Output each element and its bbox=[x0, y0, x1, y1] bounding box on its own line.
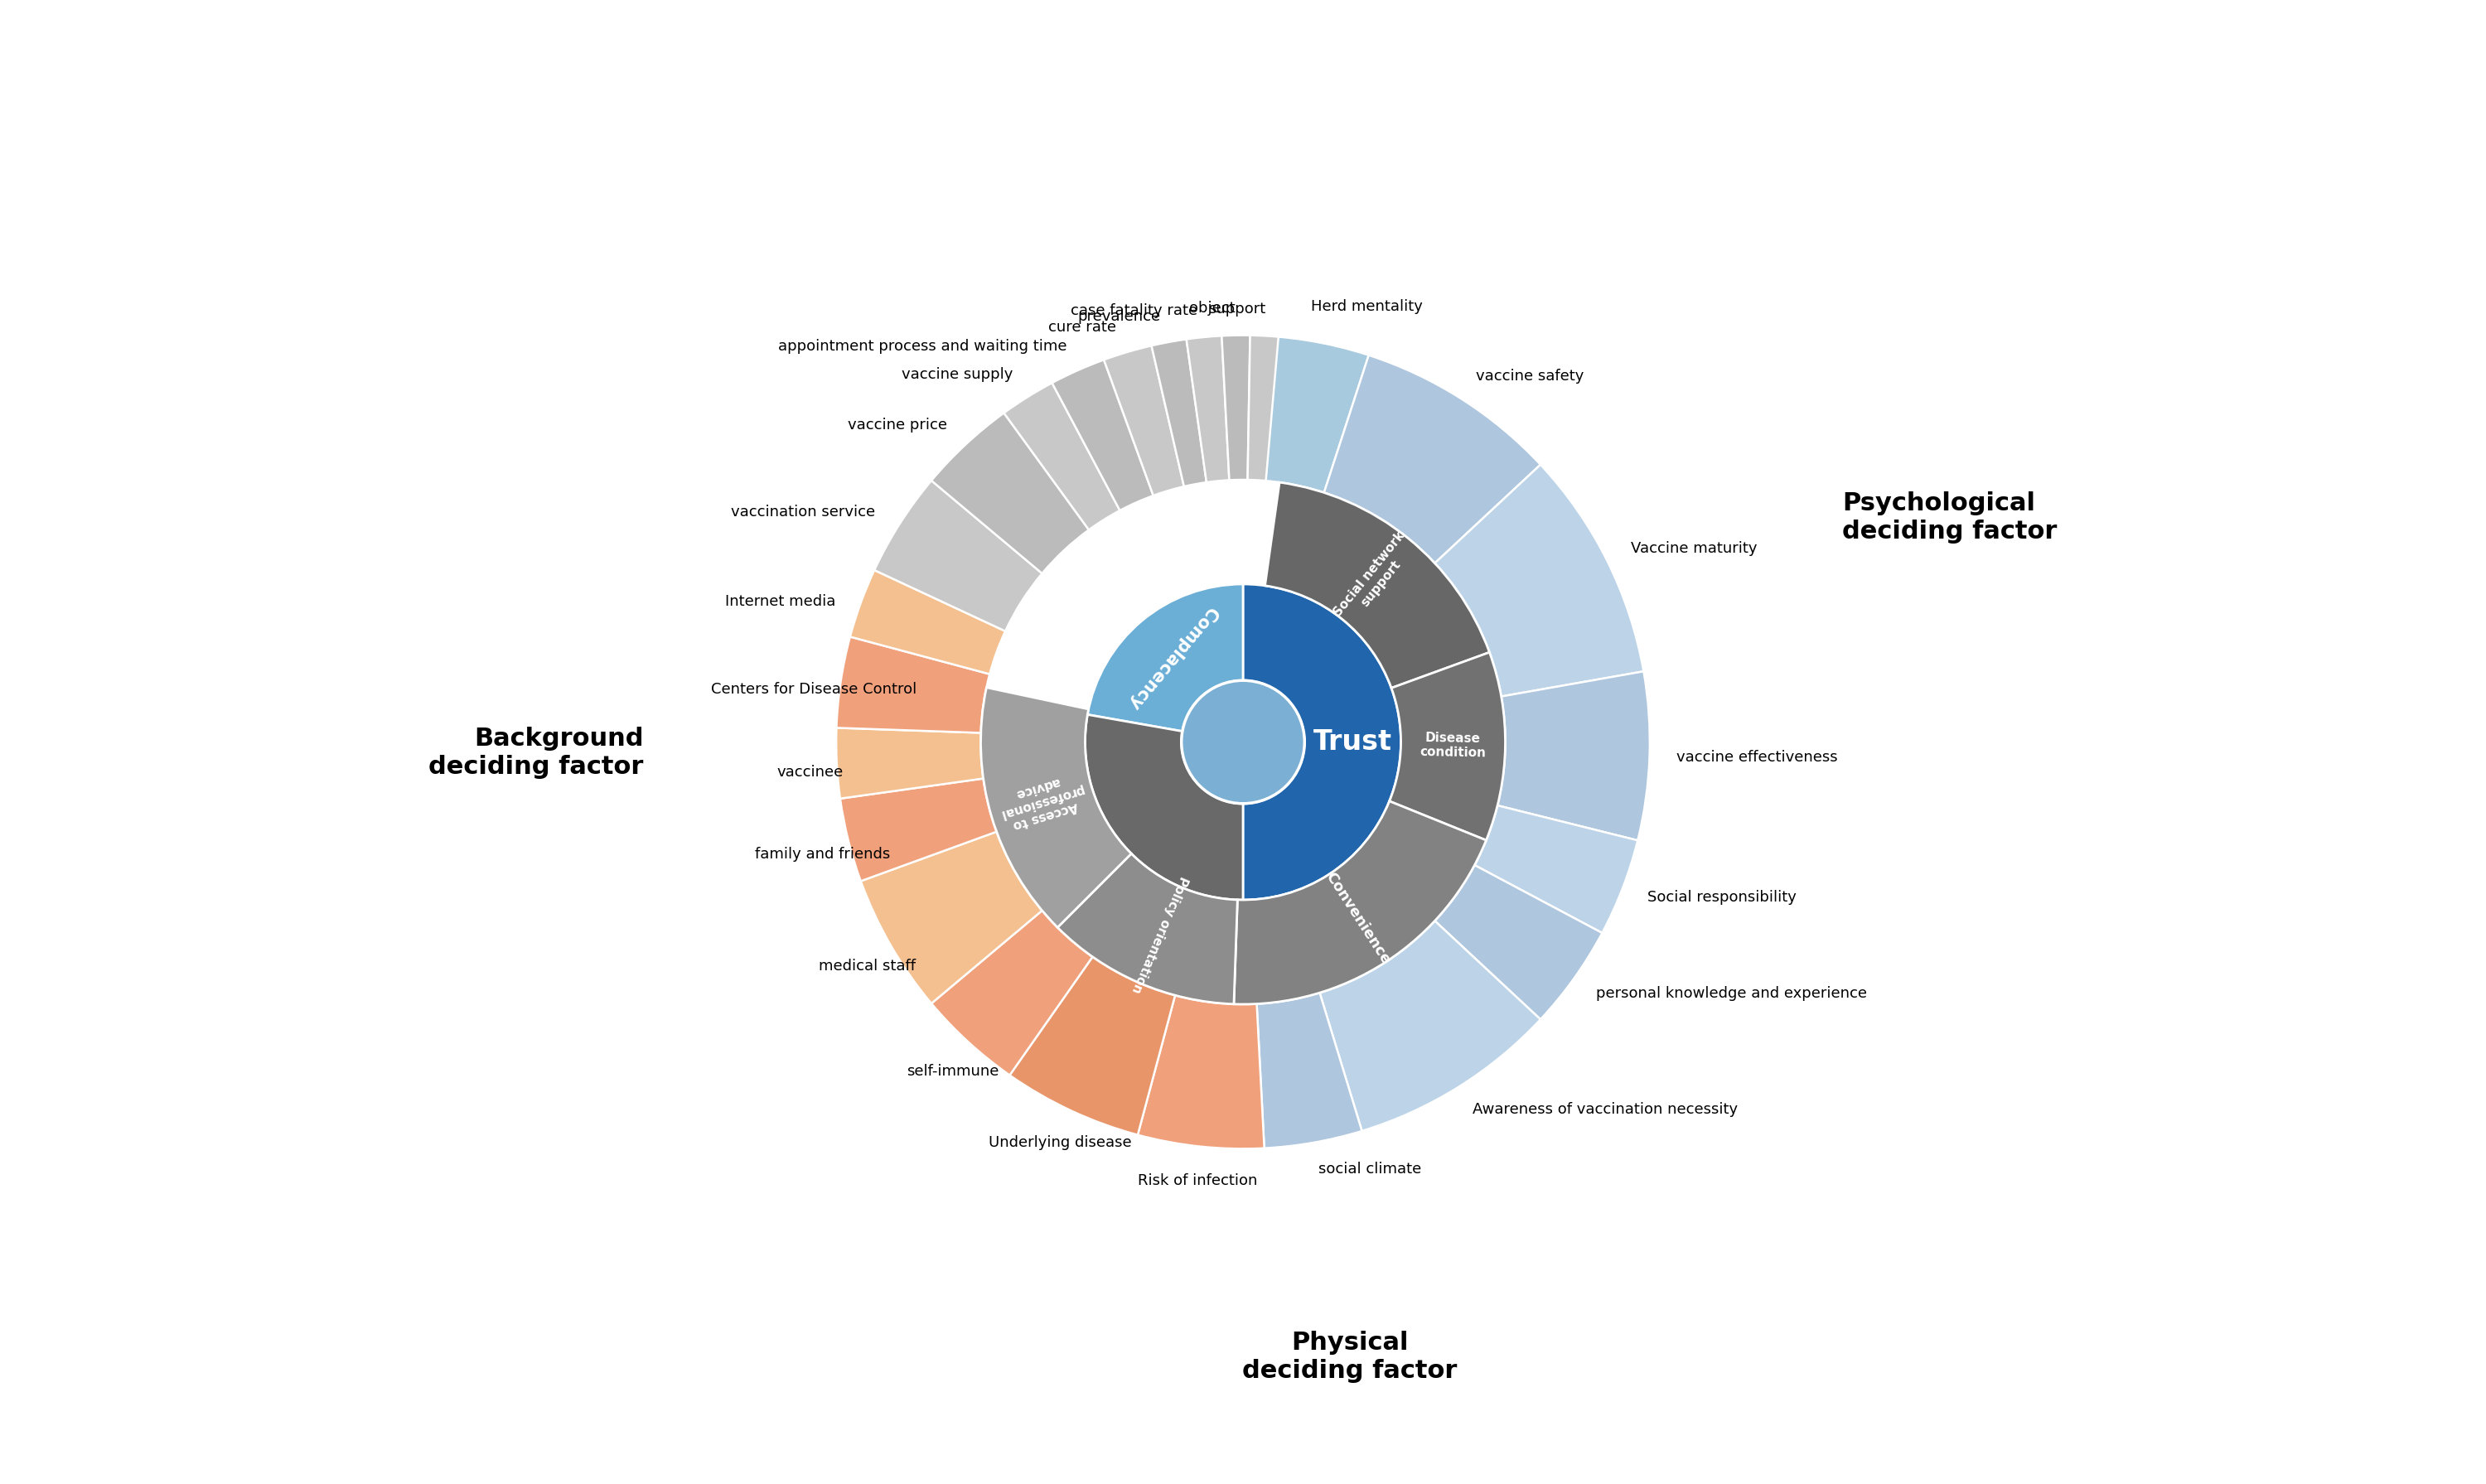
Text: cure rate: cure rate bbox=[1049, 321, 1116, 335]
Text: Awareness of vaccination necessity: Awareness of vaccination necessity bbox=[1472, 1103, 1738, 1117]
Wedge shape bbox=[1325, 355, 1541, 562]
Wedge shape bbox=[835, 727, 984, 798]
Text: medical staff: medical staff bbox=[818, 959, 915, 974]
Text: object: object bbox=[1188, 301, 1236, 316]
Text: Centers for Disease Control: Centers for Disease Control bbox=[711, 681, 917, 696]
Wedge shape bbox=[1009, 957, 1176, 1135]
Text: Herd mentality: Herd mentality bbox=[1310, 298, 1422, 313]
Text: Social network
support: Social network support bbox=[1332, 530, 1420, 628]
Wedge shape bbox=[1151, 340, 1206, 487]
Text: social climate: social climate bbox=[1318, 1162, 1422, 1177]
Wedge shape bbox=[982, 687, 1131, 928]
Text: Physical
deciding factor: Physical deciding factor bbox=[1243, 1331, 1457, 1383]
Text: Disease
condition: Disease condition bbox=[1420, 732, 1487, 760]
Wedge shape bbox=[1434, 865, 1601, 1020]
Text: Internet media: Internet media bbox=[726, 594, 835, 608]
Text: Social responsibility: Social responsibility bbox=[1648, 890, 1797, 905]
Wedge shape bbox=[1243, 335, 1370, 493]
Wedge shape bbox=[875, 481, 1042, 631]
Circle shape bbox=[1181, 681, 1305, 803]
Wedge shape bbox=[850, 570, 1004, 674]
Text: prevalence: prevalence bbox=[1076, 309, 1161, 324]
Text: Underlying disease: Underlying disease bbox=[989, 1135, 1131, 1150]
Text: personal knowledge and experience: personal knowledge and experience bbox=[1596, 987, 1867, 1002]
Text: vaccine supply: vaccine supply bbox=[902, 367, 1014, 381]
Wedge shape bbox=[1474, 806, 1638, 933]
Wedge shape bbox=[1320, 922, 1541, 1131]
Wedge shape bbox=[1390, 653, 1504, 840]
Wedge shape bbox=[1004, 383, 1119, 530]
Wedge shape bbox=[932, 413, 1089, 573]
Wedge shape bbox=[1243, 585, 1402, 899]
Text: self-immune: self-immune bbox=[907, 1064, 999, 1079]
Wedge shape bbox=[932, 911, 1091, 1076]
Text: vaccine effectiveness: vaccine effectiveness bbox=[1676, 749, 1837, 764]
Text: Vaccine maturity: Vaccine maturity bbox=[1631, 542, 1758, 556]
Wedge shape bbox=[1258, 993, 1362, 1149]
Text: Policy orientation: Policy orientation bbox=[1129, 874, 1188, 994]
Text: vaccinee: vaccinee bbox=[776, 764, 843, 779]
Text: Risk of infection: Risk of infection bbox=[1139, 1174, 1258, 1189]
Wedge shape bbox=[1233, 801, 1487, 1005]
Wedge shape bbox=[1248, 335, 1278, 481]
Text: Complacency: Complacency bbox=[1124, 604, 1221, 712]
Text: Background
deciding factor: Background deciding factor bbox=[428, 727, 644, 779]
Text: Access to
professional
advice: Access to professional advice bbox=[994, 769, 1089, 834]
Wedge shape bbox=[1434, 464, 1643, 696]
Text: Psychological
deciding factor: Psychological deciding factor bbox=[1842, 491, 2058, 543]
Text: case fatality rate: case fatality rate bbox=[1071, 303, 1198, 319]
Text: Convenience: Convenience bbox=[1323, 870, 1392, 968]
Wedge shape bbox=[840, 779, 997, 881]
Wedge shape bbox=[1221, 335, 1250, 481]
Wedge shape bbox=[1086, 585, 1243, 732]
Wedge shape bbox=[1497, 671, 1651, 840]
Wedge shape bbox=[1084, 715, 1243, 899]
Text: vaccine price: vaccine price bbox=[848, 417, 947, 432]
Wedge shape bbox=[1265, 482, 1489, 689]
Wedge shape bbox=[1052, 359, 1154, 510]
Text: vaccination service: vaccination service bbox=[731, 505, 875, 519]
Wedge shape bbox=[1186, 335, 1228, 482]
Wedge shape bbox=[860, 831, 1042, 1003]
Text: family and friends: family and friends bbox=[756, 847, 890, 862]
Wedge shape bbox=[1104, 346, 1183, 496]
Text: vaccine safety: vaccine safety bbox=[1477, 370, 1584, 384]
Text: appointment process and waiting time: appointment process and waiting time bbox=[778, 338, 1066, 353]
Wedge shape bbox=[1139, 996, 1265, 1149]
Text: Trust: Trust bbox=[1313, 729, 1392, 755]
Text: support: support bbox=[1208, 301, 1265, 316]
Wedge shape bbox=[1057, 853, 1238, 1005]
Wedge shape bbox=[835, 637, 989, 733]
